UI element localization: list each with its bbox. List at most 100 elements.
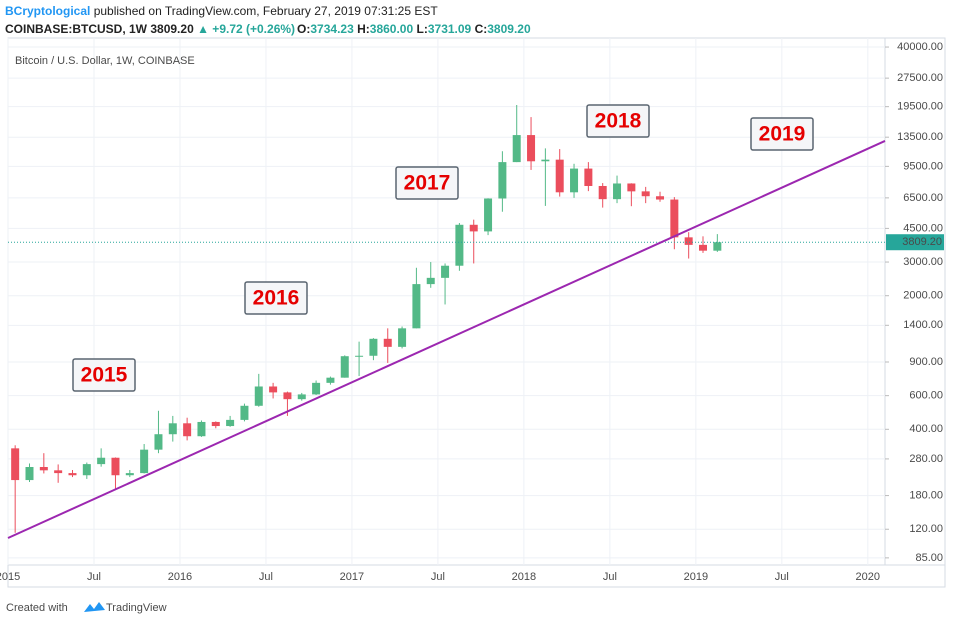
- last-price-label: 3809.20: [902, 236, 942, 248]
- annotation: 2016: [253, 287, 300, 310]
- ohlc-value: 3731.09: [428, 22, 472, 36]
- y-tick-label: 9500.00: [903, 160, 943, 172]
- price: 3809.20: [150, 22, 194, 36]
- candle-body: [398, 328, 407, 347]
- candle-body: [39, 466, 48, 471]
- ohlc-key: L:: [417, 22, 428, 36]
- x-tick-label: 2019: [684, 571, 708, 583]
- candle-body: [11, 448, 20, 481]
- x-tick-label: 2020: [856, 571, 880, 583]
- candle-body: [455, 224, 464, 266]
- time-axis-box: [7, 564, 946, 588]
- annotation: 2018: [595, 110, 642, 133]
- candle-body: [426, 277, 435, 285]
- x-tick-label: 2017: [340, 571, 364, 583]
- candle-body: [183, 423, 192, 437]
- x-tick-label: 2016: [168, 571, 192, 583]
- y-tick-label: 900.00: [909, 356, 943, 368]
- candle-body: [656, 196, 665, 200]
- y-tick-label: 120.00: [909, 523, 943, 535]
- candle-body: [125, 473, 134, 476]
- candle-body: [412, 284, 421, 329]
- candle-body: [555, 159, 564, 193]
- candle-body: [154, 434, 163, 450]
- y-tick-label: 600.00: [909, 390, 943, 402]
- x-tick-label: Jul: [603, 571, 617, 583]
- annotation-box: [244, 281, 308, 315]
- ohlc-key: H:: [357, 22, 370, 36]
- annotation: 2019: [759, 123, 806, 146]
- y-tick-label: 19500.00: [897, 101, 943, 113]
- plot-frame: [7, 37, 886, 566]
- candle-body: [197, 421, 206, 437]
- candle-body: [584, 168, 593, 186]
- candle-body: [168, 423, 177, 435]
- x-tick-label: 2015: [0, 571, 20, 583]
- candle-body: [111, 457, 120, 476]
- candle-body: [613, 183, 622, 200]
- annotation-box: [586, 104, 650, 138]
- x-tick-label: Jul: [431, 571, 445, 583]
- marks: [11, 104, 722, 533]
- candle-body: [498, 162, 507, 199]
- tv-logo: [84, 602, 105, 612]
- y-tick-label: 85.00: [915, 552, 943, 564]
- change: ▲ +9.72 (+0.26%): [197, 22, 295, 36]
- published: published on TradingView.com, February 2…: [94, 4, 439, 18]
- candle-body: [641, 191, 650, 197]
- ohlc: O:3734.23 H:3860.00 L:3731.09 C:3809.20: [297, 22, 531, 36]
- candle-body: [627, 183, 636, 192]
- x-tick-label: Jul: [775, 571, 789, 583]
- last-price-box: [886, 234, 944, 251]
- candle-body: [369, 338, 378, 356]
- ohlc-value: 3734.23: [310, 22, 354, 36]
- y-tick-label: 1400.00: [903, 319, 943, 331]
- y-tick-label: 3000.00: [903, 256, 943, 268]
- candle-body: [140, 449, 149, 474]
- x-tick-label: Jul: [259, 571, 273, 583]
- annotation-box: [395, 166, 459, 200]
- candle-body: [684, 237, 693, 245]
- candle-body: [269, 386, 278, 393]
- ohlc-value: 3860.00: [370, 22, 414, 36]
- candle-body: [355, 355, 364, 357]
- candle-body: [699, 244, 708, 251]
- x-tick-label: Jul: [87, 571, 101, 583]
- candle-body: [54, 470, 63, 474]
- candle-body: [68, 473, 77, 476]
- y-tick-label: 6500.00: [903, 192, 943, 204]
- x-tick-label: 2018: [512, 571, 536, 583]
- candle-body: [226, 419, 235, 427]
- footer-brand[interactable]: TradingView: [106, 602, 167, 614]
- annotation: 2015: [81, 364, 128, 387]
- y-tick-label: 4500.00: [903, 222, 943, 234]
- candle-body: [541, 159, 550, 162]
- y-tick-label: 180.00: [909, 489, 943, 501]
- y-tick-label: 13500.00: [897, 131, 943, 143]
- author[interactable]: BCryptological: [5, 4, 90, 18]
- y-tick-label: 27500.00: [897, 72, 943, 84]
- legend-title: Bitcoin / U.S. Dollar, 1W, COINBASE: [15, 55, 195, 67]
- header-line: BCryptological published on TradingView.…: [5, 4, 438, 18]
- candle-body: [512, 135, 521, 163]
- candle-body: [383, 338, 392, 347]
- candle-body: [82, 464, 91, 476]
- candle-body: [469, 224, 478, 232]
- candle-body: [211, 421, 220, 427]
- y-tick-label: 280.00: [909, 453, 943, 465]
- annotation: 2017: [404, 172, 451, 195]
- candle-body: [326, 377, 335, 383]
- trend-line: [7, 140, 886, 539]
- candle-body: [254, 386, 263, 406]
- candle-body: [441, 265, 450, 278]
- symbol-line: COINBASE:BTCUSD, 1W 3809.20 ▲ +9.72 (+0.…: [5, 22, 531, 36]
- overlay: 3809.20 2015 2016 2017 2018 2019: [7, 104, 944, 539]
- candle-body: [598, 185, 607, 200]
- candle-body: [670, 199, 679, 238]
- annotation-box: [72, 358, 136, 392]
- candle-body: [713, 242, 722, 251]
- footer-created: Created with: [6, 602, 68, 614]
- y-tick-label: 40000.00: [897, 41, 943, 53]
- candle-body: [297, 394, 306, 400]
